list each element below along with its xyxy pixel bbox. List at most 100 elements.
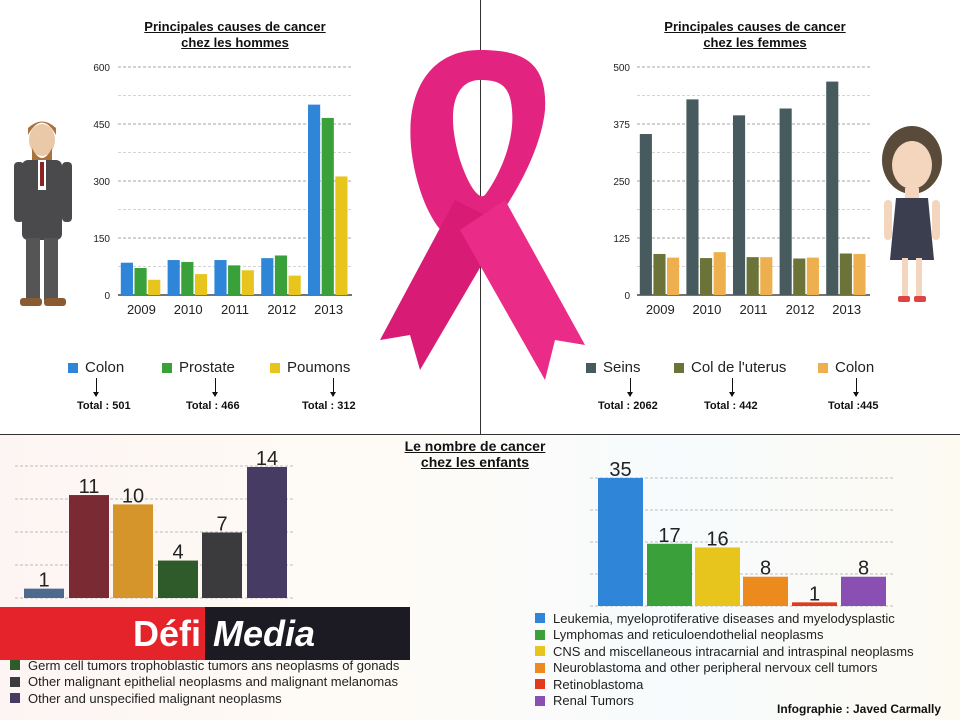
women-total-seins: Total : 2062	[598, 400, 658, 412]
legend-label: Seins	[603, 359, 641, 376]
arrow-down-icon	[330, 378, 336, 397]
women-bar-chart: 0 125 250 375 500 2009 2010 2011 2012 2013	[613, 63, 870, 317]
bar-colon-2013	[853, 253, 866, 295]
bar-4	[158, 560, 198, 598]
legend-item: Lymphomas and reticuloendothelial neopla…	[535, 627, 914, 644]
y-tick-label: 0	[624, 291, 630, 302]
legend-swatch	[586, 362, 596, 373]
bar-value-label: 11	[79, 476, 100, 498]
legend-swatch	[270, 362, 280, 373]
arrow-down-icon	[93, 378, 99, 397]
arrow-down-icon	[627, 378, 633, 397]
bar-prostate-2010	[181, 261, 194, 295]
bar-col-de-l-uterus-2013	[839, 253, 852, 295]
horizontal-divider	[0, 434, 960, 435]
y-tick-label: 500	[613, 63, 630, 74]
bar-5	[202, 532, 242, 598]
bar-5	[792, 602, 837, 606]
legend-item: Germ cell tumors trophoblastic tumors an…	[10, 657, 399, 674]
woman-illustration	[882, 126, 942, 302]
bar-poumons-2010	[194, 274, 208, 295]
bar-value-label: 8	[858, 558, 869, 580]
women-legend-colon: Colon	[818, 359, 874, 376]
bar-1	[24, 588, 64, 598]
men-total-poumons: Total : 312	[302, 400, 356, 412]
men-total-colon: Total : 501	[77, 400, 131, 412]
bar-4	[743, 576, 788, 606]
women-title-line1: Principales causes de cancer	[664, 19, 846, 34]
legend-label: Germ cell tumors trophoblastic tumors an…	[28, 657, 400, 673]
bar-2	[647, 543, 692, 606]
arrow-down-icon	[729, 378, 735, 397]
x-tick-label: 2010	[174, 302, 203, 317]
women-legend-seins: Seins	[586, 359, 641, 376]
bar-colon-2011	[214, 260, 227, 295]
men-chart-title: Principales causes de cancer chez les ho…	[120, 19, 350, 51]
bar-colon-2012	[806, 257, 819, 295]
x-tick-label: 2011	[740, 302, 768, 317]
legend-item: Retinoblastoma	[535, 676, 914, 693]
women-total-col-uterus: Total : 442	[704, 400, 758, 412]
legend-swatch	[535, 695, 545, 706]
men-legend-poumons: Poumons	[270, 359, 350, 376]
legend-label: Col de l'uterus	[691, 359, 787, 376]
legend-item: Renal Tumors	[535, 693, 914, 710]
bar-value-label: 16	[706, 528, 728, 550]
legend-label: Poumons	[287, 359, 351, 376]
bar-colon-2011	[760, 257, 773, 295]
legend-label: Renal Tumors	[553, 693, 634, 709]
bar-colon-2010	[713, 252, 726, 295]
defi-media-logo: Défi Media	[0, 607, 410, 660]
y-tick-label: 250	[613, 177, 630, 188]
legend-swatch	[162, 362, 172, 373]
men-legend-colon: Colon	[68, 359, 124, 376]
x-tick-label: 2013	[832, 302, 861, 317]
women-chart-title: Principales causes de cancer chez les fe…	[640, 19, 870, 51]
credit-text: Infographie : Javed Carmally	[777, 702, 942, 716]
bar-seins-2012	[779, 108, 792, 295]
legend-label: Lymphomas and reticuloendothelial neopla…	[553, 627, 824, 643]
bar-value-label: 35	[609, 459, 631, 481]
bar-poumons-2012	[288, 275, 301, 295]
legend-swatch	[535, 662, 545, 673]
men-bar-chart: 0 150 300 450 600 2009 2010 2011 2012 2013	[93, 63, 352, 317]
legend-item: Other malignant epithelial neoplasms and…	[10, 674, 399, 691]
bar-value-label: 1	[38, 570, 49, 592]
legend-label: CNS and miscellaneous intracarnial and i…	[553, 643, 914, 659]
bar-prostate-2009	[134, 268, 147, 295]
bar-colon-2010	[167, 260, 180, 295]
legend-label: Leukemia, myeloprotiferative diseases an…	[553, 610, 895, 626]
children-chart-title: Le nombre de cancer chez les enfants	[370, 438, 580, 470]
bar-colon-2013	[308, 104, 321, 296]
man-illustration	[14, 121, 72, 306]
y-tick-label: 150	[93, 234, 110, 245]
legend-swatch	[68, 362, 78, 373]
x-tick-label: 2013	[314, 302, 343, 317]
bar-seins-2009	[639, 134, 652, 295]
bar-prostate-2011	[228, 265, 241, 295]
children-left-legend: Germ cell tumors trophoblastic tumors an…	[10, 657, 399, 707]
children-title-line1: Le nombre de cancer	[404, 438, 546, 454]
logo-part2: Media	[205, 607, 410, 660]
bar-colon-2012	[261, 258, 274, 295]
legend-swatch	[674, 362, 684, 373]
legend-item: Other and unspecified malignant neoplasm…	[10, 690, 399, 707]
legend-swatch	[535, 629, 545, 640]
legend-label: Colon	[85, 359, 125, 376]
y-tick-label: 0	[104, 291, 110, 302]
x-tick-label: 2009	[646, 302, 675, 317]
bar-colon-2009	[120, 262, 133, 295]
legend-swatch	[10, 660, 20, 671]
men-title-line1: Principales causes de cancer	[144, 19, 326, 34]
bar-3	[113, 504, 153, 598]
bar-prostate-2013	[321, 117, 334, 295]
bar-value-label: 8	[760, 558, 771, 580]
x-tick-label: 2009	[127, 302, 156, 317]
pink-ribbon-icon	[380, 50, 585, 380]
bar-poumons-2013	[335, 176, 348, 295]
bar-1	[598, 477, 643, 606]
bar-colon-2009	[667, 257, 680, 295]
y-tick-label: 450	[93, 120, 110, 131]
